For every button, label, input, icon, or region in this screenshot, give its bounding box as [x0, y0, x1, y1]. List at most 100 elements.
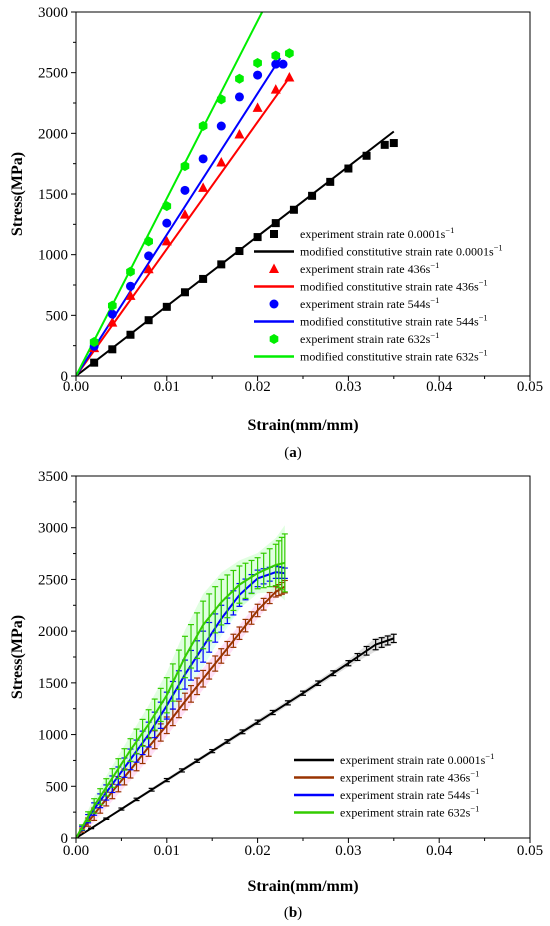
error-bar: [212, 586, 219, 634]
data-point: [179, 209, 190, 219]
error-bar: [281, 533, 288, 593]
error-bar: [254, 603, 261, 618]
plot-area: [76, 525, 397, 838]
error-bar: [175, 700, 182, 719]
error-bar: [224, 640, 231, 656]
y-tick-label: 1500: [38, 676, 68, 692]
legend-label: experiment strain rate 632s−1: [300, 330, 439, 346]
fit-line: [76, 57, 282, 376]
x-tick-label: 0.00: [63, 843, 89, 859]
error-bar: [330, 670, 337, 677]
y-tick-label: 500: [46, 308, 69, 324]
x-tick-label: 0.03: [335, 379, 361, 395]
legend-label: modified constitutive strain rate 436s−1: [300, 278, 488, 294]
y-tick-label: 2000: [38, 126, 68, 142]
legend-label: experiment strain rate 544s−1: [300, 295, 439, 311]
error-bar: [275, 540, 282, 589]
legend-label: experiment strain rate 544s−1: [340, 786, 479, 802]
panel-label: (b): [284, 905, 302, 921]
y-tick-label: 1000: [38, 728, 68, 744]
error-bar: [133, 797, 140, 802]
data-point: [216, 156, 227, 167]
data-point: [216, 121, 226, 131]
error-bar: [91, 798, 98, 814]
x-tick-label: 0.02: [244, 843, 270, 859]
legend-item: experiment strain rate 0.0001s−1: [270, 225, 454, 241]
error-bar: [363, 645, 370, 656]
error-bar: [151, 698, 158, 731]
fit-line: [76, 12, 264, 376]
data-point: [253, 233, 262, 242]
error-bar: [242, 618, 249, 633]
data-point: [180, 161, 190, 172]
y-tick-label: 3500: [38, 469, 68, 485]
data-point: [143, 263, 154, 274]
x-tick-label: 0.04: [426, 843, 453, 859]
legend-marker: [269, 299, 279, 309]
y-tick-label: 2000: [38, 624, 68, 640]
data-point: [389, 139, 398, 148]
data-point: [199, 274, 208, 283]
data-point: [284, 72, 295, 82]
data-point: [198, 182, 209, 192]
legend-marker: [269, 263, 279, 273]
error-bar: [300, 690, 306, 696]
error-bar: [97, 788, 104, 806]
error-bar: [390, 633, 397, 644]
error-bar: [372, 638, 379, 651]
error-bar: [218, 648, 225, 664]
y-tick-label: 0: [61, 369, 69, 385]
y-axis-title: Stress(MPa): [9, 152, 26, 236]
data-point: [144, 236, 153, 247]
x-axis-title: Strain(mm/mm): [247, 878, 358, 895]
y-tick-label: 1500: [38, 187, 68, 203]
error-bar: [188, 685, 195, 703]
legend-item: experiment strain rate 544s−1: [294, 786, 479, 802]
error-bar: [242, 562, 249, 599]
error-bar: [269, 709, 276, 716]
data-point: [144, 251, 154, 261]
legend-item: modified constitutive strain rate 632s−1: [254, 348, 488, 364]
data-point: [198, 121, 208, 132]
error-bar: [163, 777, 170, 783]
error-bar: [254, 557, 261, 590]
data-point: [107, 317, 118, 327]
error-bar: [178, 768, 185, 773]
plot-area: [76, 12, 398, 376]
data-point: [216, 94, 226, 105]
data-point: [108, 345, 117, 354]
error-bar: [85, 811, 92, 823]
x-tick-label: 0.01: [154, 843, 180, 859]
error-bar: [212, 655, 219, 672]
y-tick-label: 3000: [38, 5, 68, 21]
error-bar: [200, 669, 207, 688]
legend-label: modified constitutive strain rate 632s−1: [300, 348, 488, 364]
error-bar: [194, 677, 201, 696]
error-bar: [163, 677, 170, 714]
data-point: [308, 191, 317, 200]
data-point: [234, 129, 245, 139]
error-bar: [315, 680, 322, 687]
legend-item: experiment strain rate 544s−1: [269, 295, 439, 311]
error-bar: [181, 692, 188, 711]
y-axis-title: Stress(MPa): [9, 615, 26, 699]
data-point: [362, 151, 371, 160]
error-bar: [254, 719, 261, 725]
data-point: [126, 330, 135, 339]
error-bar: [209, 748, 216, 754]
error-bar: [218, 578, 225, 626]
x-tick-label: 0.05: [517, 843, 543, 859]
data-point: [285, 48, 294, 59]
error-bar: [79, 824, 86, 831]
error-bar: [175, 649, 182, 691]
error-bar: [248, 559, 255, 595]
chart-panel-1: 0.00 0.01 0.02 0.03 0.04 0.05 0 500 1000 1500 2000…: [9, 469, 543, 921]
x-axis-title: Strain(mm/mm): [247, 417, 358, 434]
data-point: [107, 300, 117, 311]
error-bar: [236, 565, 243, 604]
data-point: [289, 205, 298, 214]
legend-item: experiment strain rate 0.0001s−1: [294, 751, 494, 767]
error-bar: [378, 637, 385, 648]
legend-label: modified constitutive strain rate 0.0001…: [300, 243, 503, 259]
